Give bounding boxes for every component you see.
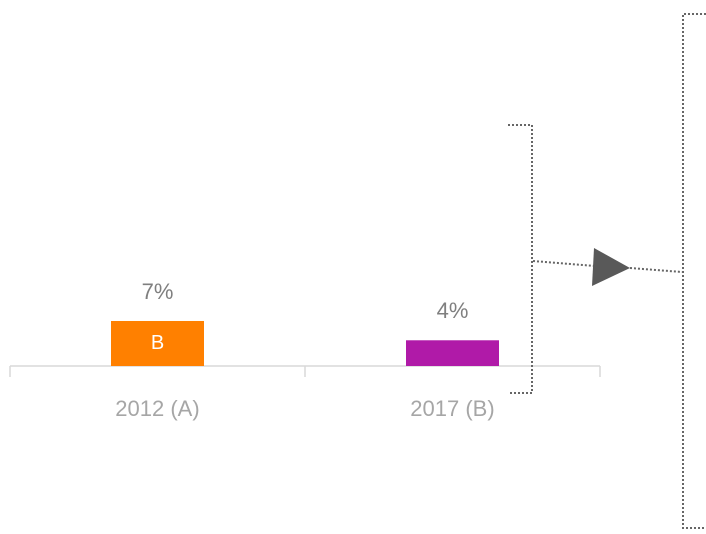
x-tick-label: 2012 (A) xyxy=(115,396,199,421)
small-bracket xyxy=(508,124,533,394)
x-tick-label: 2017 (B) xyxy=(410,396,494,421)
connector xyxy=(629,267,683,273)
bar xyxy=(406,340,499,366)
value-label: 7% xyxy=(142,279,174,304)
large-bracket xyxy=(682,13,706,529)
arrow-head xyxy=(592,248,630,286)
value-label: 4% xyxy=(437,298,469,323)
bar xyxy=(111,320,204,366)
bar-inner-label: B xyxy=(151,332,164,354)
connector xyxy=(532,260,596,267)
